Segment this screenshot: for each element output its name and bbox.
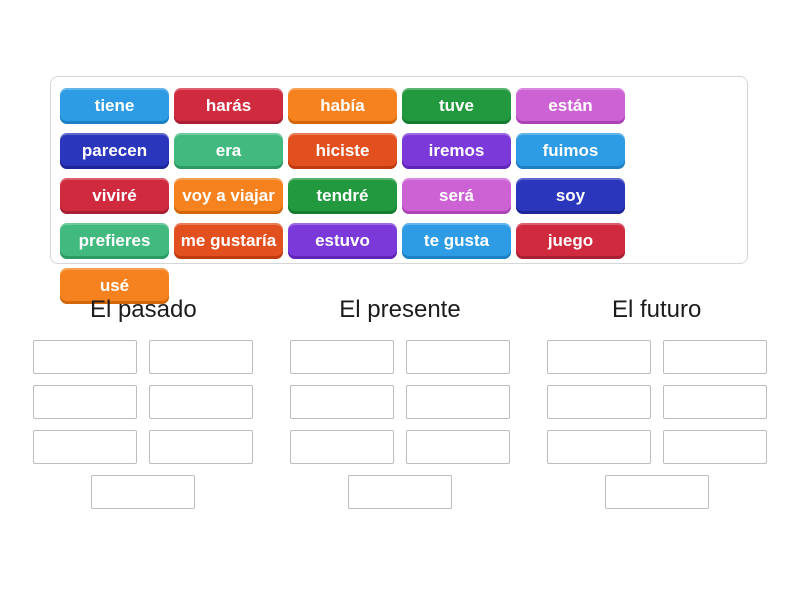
drop-slot[interactable] [662,385,767,419]
drop-slot[interactable] [149,430,254,464]
slot-grid [32,340,254,509]
word-tile-label: harás [205,96,252,115]
word-tile[interactable]: harás [174,88,283,124]
word-tile-label: soy [555,186,586,205]
word-tile[interactable]: había [288,88,397,124]
drop-slot[interactable] [149,385,254,419]
word-tile-label: será [439,186,474,205]
drop-slot[interactable] [91,475,196,509]
word-tile[interactable]: te gusta [402,223,511,259]
drop-slot[interactable] [662,430,767,464]
word-tile[interactable]: iremos [402,133,511,169]
slot-grid [289,340,511,509]
slot-grid [546,340,768,509]
drop-slot[interactable] [405,340,510,374]
drop-slot[interactable] [289,430,394,464]
word-tile-label: parecen [81,141,148,160]
word-tile[interactable]: viviré [60,178,169,214]
drop-slot[interactable] [546,340,651,374]
word-tile-label: usé [99,276,130,295]
word-tile[interactable]: tendré [288,178,397,214]
word-tile-tray: tiene harás había tuve están parecen era hicist… [50,76,748,304]
word-tile[interactable]: será [402,178,511,214]
category-group: El futuro [528,295,785,509]
word-tile[interactable]: parecen [60,133,169,169]
word-tile-label: tiene [94,96,135,115]
category-title: El pasado [89,296,197,323]
word-tile[interactable]: usé [60,268,169,304]
drop-slot[interactable] [405,385,510,419]
word-tile[interactable]: juego [516,223,625,259]
word-tile[interactable]: hiciste [288,133,397,169]
word-tile-label: me gustaría [180,231,277,250]
word-tile-label: iremos [428,141,485,160]
drop-slot[interactable] [289,340,394,374]
word-tile-label: tendré [316,186,369,205]
word-tile-label: te gusta [423,231,490,250]
word-tile[interactable]: fuimos [516,133,625,169]
word-tile[interactable]: era [174,133,283,169]
category-title: El presente [339,296,461,323]
word-tile-label: tuve [439,96,474,115]
word-tile[interactable]: soy [516,178,625,214]
drop-slot[interactable] [33,340,138,374]
category-group: El presente [272,295,529,509]
word-tile-label: juego [547,231,594,250]
word-tile-label: voy a viajar [182,186,275,205]
drop-slot[interactable] [33,385,138,419]
word-tile-label: era [215,141,242,160]
word-tile-label: prefieres [78,231,151,250]
word-tile[interactable]: estuvo [288,223,397,259]
drop-slot[interactable] [662,340,767,374]
drop-slot[interactable] [347,475,452,509]
word-tile-label: fuimos [542,141,599,160]
word-tile-label: había [320,96,365,115]
drop-slot[interactable] [405,430,510,464]
word-tile[interactable]: prefieres [60,223,169,259]
drop-slot[interactable] [546,385,651,419]
word-tile-label: viviré [92,186,137,205]
word-tile-label: estuvo [315,231,370,250]
drop-slot[interactable] [149,340,254,374]
word-tile[interactable]: tuve [402,88,511,124]
word-tile-label: están [548,96,593,115]
category-groups: El pasado El presente El futuro [15,295,785,509]
word-tile-label: hiciste [315,141,370,160]
word-tile[interactable]: voy a viajar [174,178,283,214]
drop-slot[interactable] [604,475,709,509]
drop-slot[interactable] [33,430,138,464]
category-group: El pasado [15,295,272,509]
drop-slot[interactable] [546,430,651,464]
word-tile[interactable]: tiene [60,88,169,124]
word-tile[interactable]: están [516,88,625,124]
drop-slot[interactable] [289,385,394,419]
category-title: El futuro [611,296,702,323]
word-tile[interactable]: me gustaría [174,223,283,259]
